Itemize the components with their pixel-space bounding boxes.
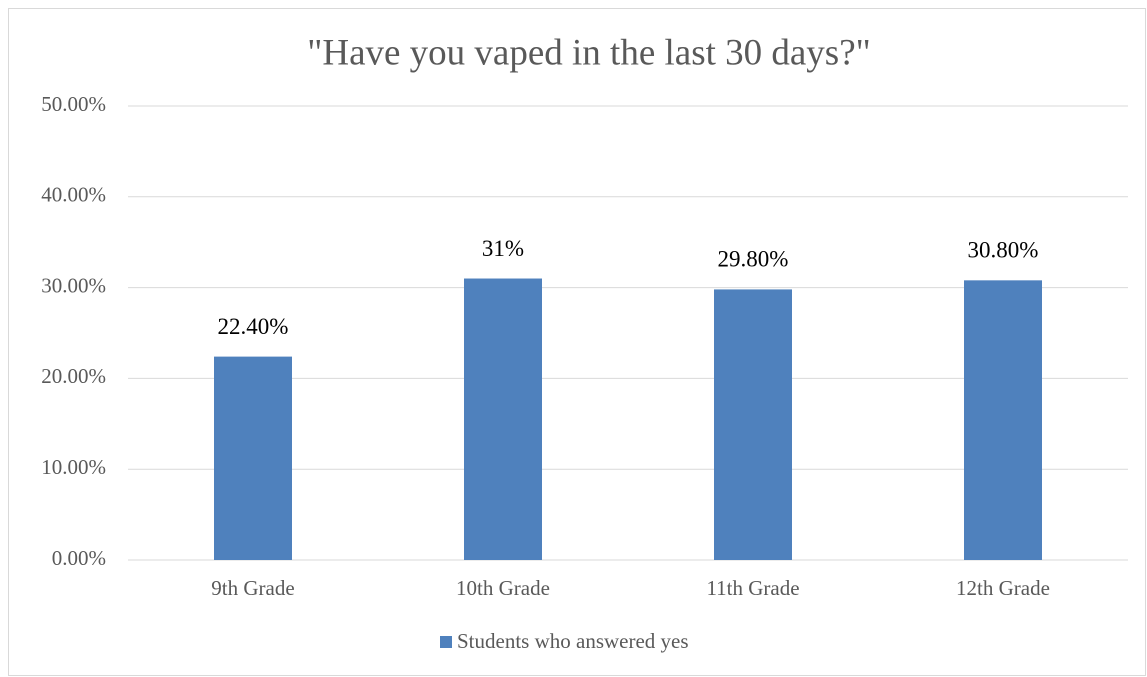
legend-swatch bbox=[440, 636, 452, 648]
bar bbox=[214, 356, 292, 560]
y-tick-label: 0.00% bbox=[52, 546, 106, 570]
data-label: 29.80% bbox=[718, 247, 789, 272]
y-tick-label: 30.00% bbox=[41, 273, 106, 297]
data-label: 31% bbox=[482, 236, 524, 261]
y-tick-label: 50.00% bbox=[41, 92, 106, 116]
x-tick-label: 10th Grade bbox=[456, 576, 550, 600]
data-label: 30.80% bbox=[968, 238, 1039, 263]
bar bbox=[714, 289, 792, 560]
bar bbox=[964, 280, 1042, 560]
x-tick-label: 12th Grade bbox=[956, 576, 1050, 600]
legend-label: Students who answered yes bbox=[457, 629, 689, 653]
x-tick-label: 11th Grade bbox=[706, 576, 799, 600]
y-tick-label: 20.00% bbox=[41, 364, 106, 388]
data-label: 22.40% bbox=[218, 314, 289, 339]
bar bbox=[464, 278, 542, 560]
x-tick-label: 9th Grade bbox=[211, 576, 294, 600]
y-tick-label: 10.00% bbox=[41, 455, 106, 479]
chart-title: "Have you vaped in the last 30 days?" bbox=[307, 32, 870, 73]
y-tick-label: 40.00% bbox=[41, 183, 106, 207]
chart-frame bbox=[8, 8, 1146, 676]
